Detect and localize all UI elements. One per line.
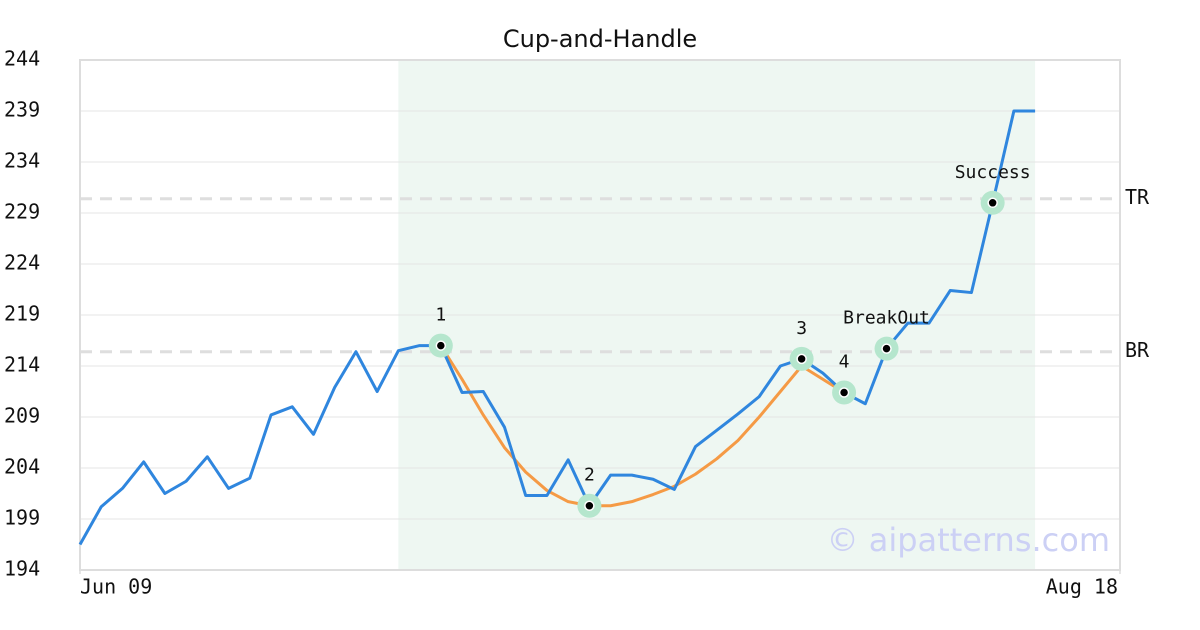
watermark: © aipatterns.com: [827, 521, 1110, 559]
y-tick-label: 219: [4, 302, 40, 326]
y-tick-label: 244: [4, 47, 40, 71]
y-tick-label: 229: [4, 200, 40, 224]
y-tick-label: 194: [4, 557, 40, 581]
point-label: 3: [796, 318, 807, 339]
point-label: 4: [839, 352, 850, 373]
level-label: BR: [1125, 338, 1150, 362]
point-dot: [584, 500, 595, 511]
point-dot: [435, 340, 447, 351]
y-tick-label: 214: [4, 353, 40, 377]
point-label: 1: [435, 305, 446, 326]
y-tick-label: 204: [4, 455, 40, 479]
y-tick-label: 239: [4, 98, 40, 122]
series-line: [439, 344, 845, 508]
plot-frame: [79, 59, 1121, 571]
point-dot: [838, 387, 850, 398]
point-label: Success: [955, 162, 1031, 183]
point-label: BreakOut: [843, 308, 930, 329]
level-label: TR: [1125, 185, 1150, 209]
point-dot: [796, 353, 807, 365]
x-tick-label: Aug 18: [1046, 575, 1118, 599]
y-tick-label: 224: [4, 251, 40, 275]
point-dot: [881, 343, 892, 354]
series-line: [78, 109, 1036, 546]
point-label: 2: [584, 465, 595, 486]
y-tick-label: 234: [4, 149, 40, 173]
x-tick-label: Jun 09: [80, 575, 152, 599]
chart-title: Cup-and-Handle: [503, 25, 697, 53]
point-dot: [987, 197, 998, 209]
y-tick-label: 199: [4, 506, 40, 530]
y-tick-label: 209: [4, 404, 40, 428]
